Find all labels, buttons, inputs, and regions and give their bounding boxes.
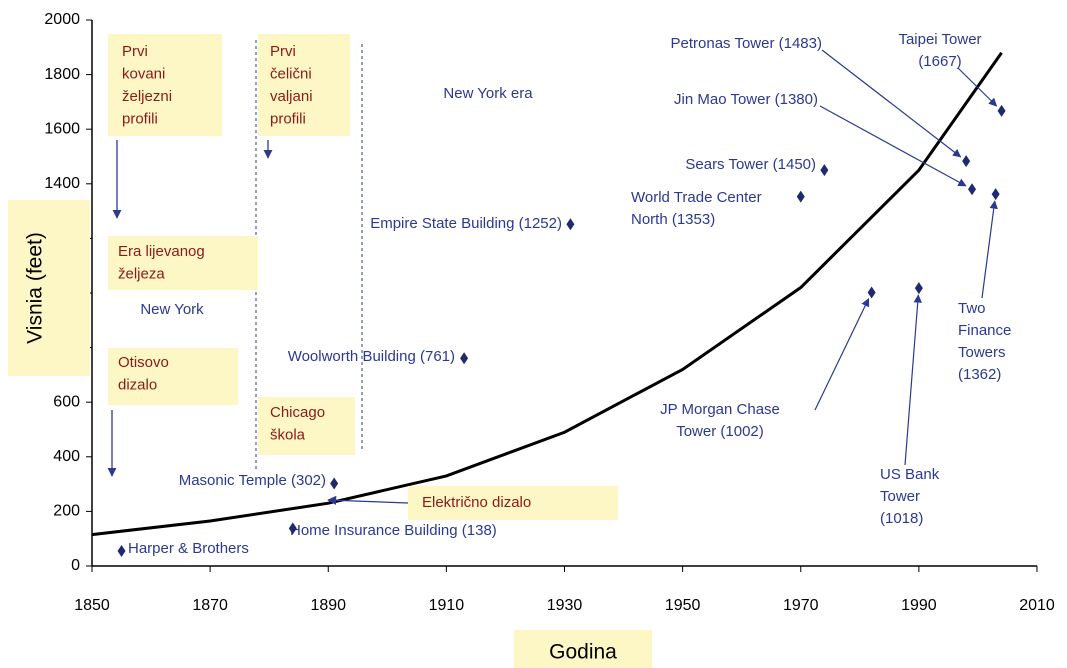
annotation-text: čelični — [270, 65, 312, 82]
label-arrow — [981, 200, 998, 299]
annotation-box — [108, 34, 222, 136]
annotation-box — [108, 348, 238, 405]
point-label: Towers — [958, 344, 1006, 361]
point-label: Empire State Building (1252) — [370, 215, 562, 232]
annotation-text: Era lijevanog — [118, 243, 205, 260]
x-tick-label: 1970 — [783, 597, 819, 614]
annotation-text: dizalo — [118, 376, 157, 393]
point-label: Harper & Brothers — [128, 540, 249, 557]
annotation-text: profili — [122, 110, 158, 127]
point — [566, 218, 575, 231]
point-label: Two — [958, 300, 986, 317]
point-label: JP Morgan Chase — [660, 401, 780, 418]
annotation-box — [258, 34, 350, 136]
annotation-text: željeza — [118, 265, 165, 282]
point-label: Petronas Tower (1483) — [671, 35, 822, 52]
point-label: (1362) — [958, 366, 1001, 383]
point — [117, 544, 126, 557]
point-label: (1667) — [918, 53, 961, 70]
point — [460, 352, 469, 365]
point-label: US Bank — [880, 466, 940, 483]
annotation-text: željezni — [122, 88, 172, 105]
era-label: New York era — [443, 85, 533, 102]
point — [962, 155, 971, 168]
annotation-box — [408, 486, 618, 520]
annotation-text: Prvi — [270, 43, 296, 60]
x-label-box — [514, 630, 652, 668]
point-label: Finance — [958, 322, 1011, 339]
point — [991, 188, 1000, 201]
x-tick-label: 1870 — [192, 597, 228, 614]
annotation-text: Prvi — [122, 43, 148, 60]
annotation-text: profili — [270, 110, 306, 127]
point-label: Masonic Temple (302) — [179, 472, 326, 489]
point-label: North (1353) — [631, 211, 715, 228]
label-arrow — [904, 294, 922, 466]
point — [820, 164, 829, 177]
annotation-text: Otisovo — [118, 354, 169, 371]
annotation-text: Chicago — [270, 404, 325, 421]
y-tick-label: 0 — [71, 557, 80, 574]
point-label: Sears Tower (1450) — [685, 156, 816, 173]
annotation-text: Električno dizalo — [422, 494, 531, 511]
point — [796, 190, 805, 203]
label-arrow — [814, 298, 870, 411]
x-axis-label: Godina — [549, 641, 617, 664]
y-label-box — [8, 200, 90, 376]
x-tick-label: 1850 — [74, 597, 110, 614]
point — [288, 522, 297, 535]
y-tick-label: 600 — [53, 393, 80, 410]
annotation-box — [108, 236, 258, 290]
label-arrow — [821, 49, 962, 158]
point-label: Jin Mao Tower (1380) — [674, 91, 818, 108]
point — [867, 286, 876, 299]
annotation-arrow — [327, 495, 409, 505]
y-tick-label: 2000 — [44, 11, 80, 28]
y-tick-label: 1400 — [44, 175, 80, 192]
trend-line — [91, 51, 1003, 537]
x-tick-label: 1910 — [429, 597, 465, 614]
y-tick-label: 1800 — [44, 66, 80, 83]
x-tick-label: 2010 — [1019, 597, 1055, 614]
x-tick-label: 1990 — [901, 597, 937, 614]
point — [914, 282, 923, 295]
y-tick-label: 400 — [53, 448, 80, 465]
point — [968, 183, 977, 196]
era-label: New York — [140, 301, 204, 318]
point — [330, 477, 339, 490]
y-tick-label: 200 — [53, 503, 80, 520]
x-tick-label: 1950 — [665, 597, 701, 614]
x-tick-label: 1890 — [310, 597, 346, 614]
point-label: World Trade Center — [631, 189, 762, 206]
x-tick-label: 1930 — [547, 597, 583, 614]
point-label: (1018) — [880, 510, 923, 527]
point-label: Woolworth Building (761) — [288, 348, 455, 365]
point — [997, 104, 1006, 117]
label-arrow — [819, 105, 967, 187]
annotation-text: kovani — [122, 65, 165, 82]
annotation-text: valjani — [270, 88, 313, 105]
y-axis-label: Visnia (feet) — [24, 232, 47, 344]
label-arrow — [957, 67, 998, 107]
point-label: Home Insurance Building (138) — [290, 522, 497, 539]
point-label: Tower (1002) — [676, 423, 764, 440]
y-tick-label: 1600 — [44, 120, 80, 137]
point-label: Taipei Tower — [898, 31, 981, 48]
annotation-box — [258, 397, 355, 455]
point-label: Tower — [880, 488, 920, 505]
annotation-text: škola — [270, 426, 306, 443]
